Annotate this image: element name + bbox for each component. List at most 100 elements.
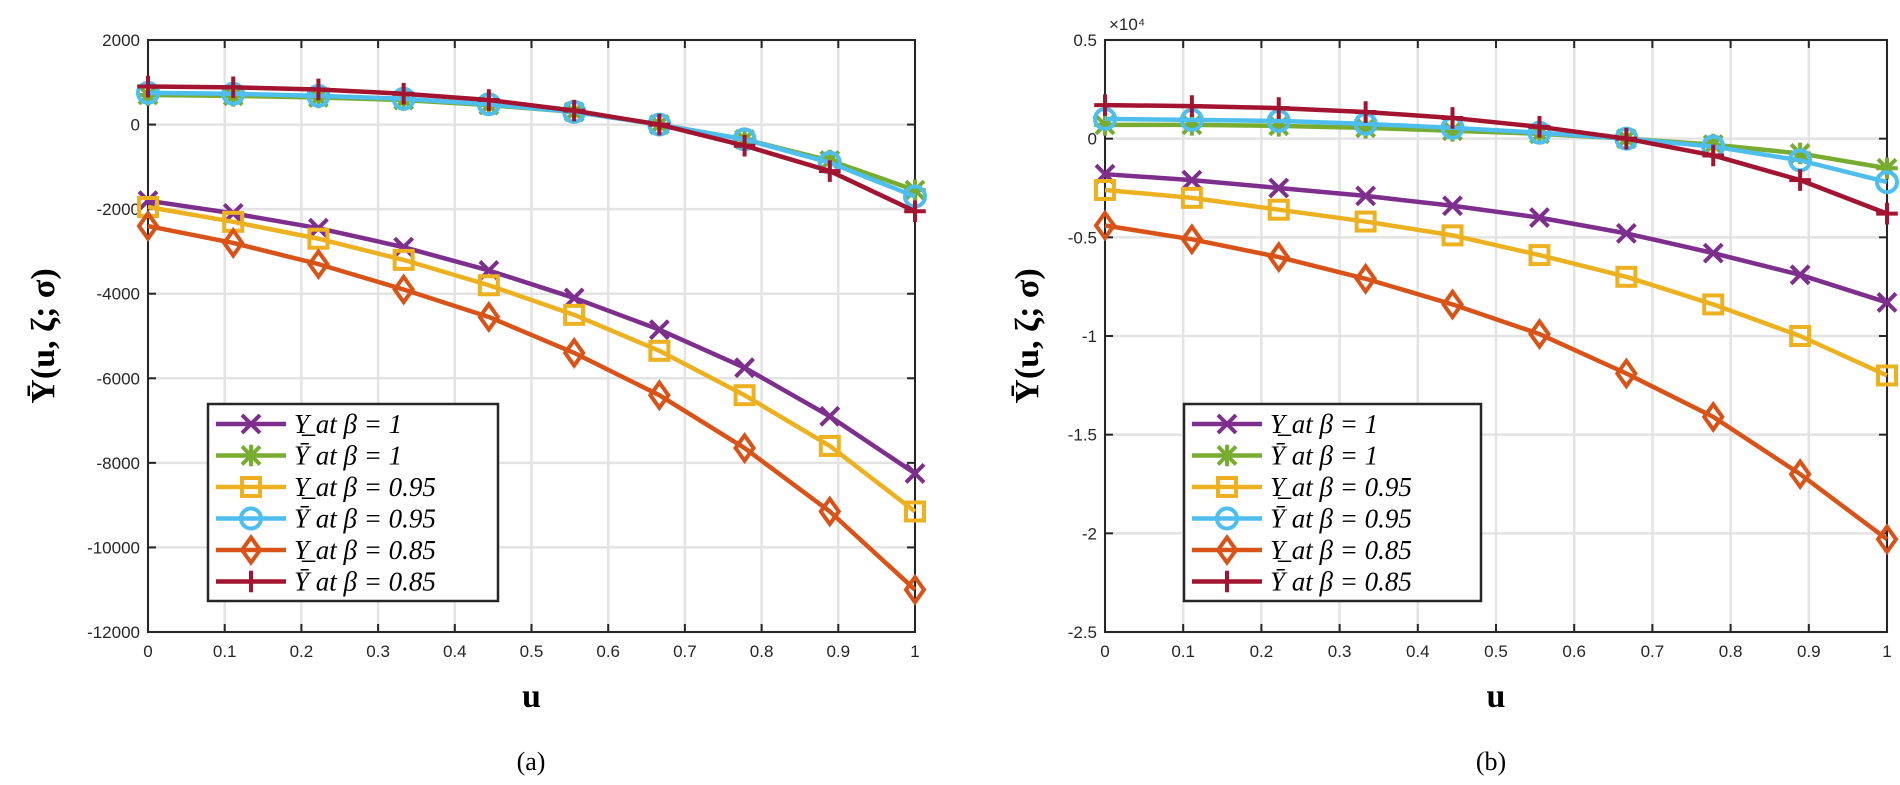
x-marker — [1442, 195, 1463, 217]
x-marker — [1268, 177, 1290, 199]
series-2 — [137, 196, 926, 523]
legend-entry: Ῡ at β = 0.85 — [294, 567, 436, 597]
square-marker — [1702, 293, 1725, 316]
square-marker — [1094, 178, 1116, 201]
diamond-marker — [1180, 223, 1204, 256]
diamond-marker — [392, 273, 416, 306]
x-marker — [393, 236, 415, 258]
y-axis-label: Ῡ(u, ζ; σ) — [25, 268, 62, 403]
plus-marker — [1354, 101, 1377, 123]
chart-panel-a: 0 0.1 0.2 0.3 0.4 0.5 0.6 0.7 0.8 0.9 1 2000 0 -2000 -… — [25, 31, 927, 776]
legend-entry: Ῡ at β = 0.85 — [1270, 567, 1412, 597]
diamond-marker — [477, 300, 501, 334]
legend-entry: Υ̲ at β = 1 — [1270, 409, 1378, 439]
plus-marker — [478, 89, 500, 111]
diamond-marker — [562, 336, 586, 369]
plus-marker — [1528, 116, 1551, 138]
legend-entry: Υ̲ at β = 0.95 — [294, 472, 436, 502]
x-marker — [734, 357, 755, 379]
series-line — [147, 223, 917, 592]
chart-panel-b: 0 0.1 0.2 0.3 0.4 0.5 0.6 0.7 0.8 0.9 1 0.5 0 -0.5 -1 -… — [1009, 15, 1899, 776]
diamond-marker — [1788, 458, 1812, 491]
diamond-marker — [818, 495, 842, 528]
plus-marker — [1216, 570, 1238, 593]
legend: Υ̲ at β = 1Ῡ at β = 1Υ̲ at β = 0.95Ῡ at … — [206, 402, 500, 603]
x-marker — [1529, 207, 1550, 229]
square-marker — [307, 227, 330, 250]
y-tick-label: -8000 — [97, 454, 140, 473]
plus-marker — [1181, 95, 1203, 117]
y-tick-label: -0.5 — [1068, 228, 1097, 247]
legend-box — [206, 402, 500, 603]
asterisk-marker-center — [1273, 120, 1284, 131]
series-5 — [137, 75, 926, 223]
plus-marker — [1789, 169, 1811, 191]
legend: Υ̲ at β = 1Ῡ at β = 1Υ̲ at β = 0.95Ῡ at … — [1182, 402, 1483, 603]
diamond-marker — [903, 573, 927, 606]
series-2 — [1094, 178, 1898, 387]
diamond-marker — [306, 248, 330, 281]
x-tick-label: 0.3 — [366, 642, 390, 661]
series-line — [1104, 223, 1889, 542]
y-tick-label: -2.5 — [1068, 623, 1097, 642]
circle-marker — [1215, 506, 1239, 531]
square-marker — [1354, 210, 1377, 233]
series-line — [147, 198, 917, 476]
plus-marker — [733, 134, 756, 157]
plus-marker — [818, 160, 841, 182]
diamond-marker — [1215, 533, 1239, 567]
diamond-marker — [1093, 209, 1117, 242]
x-tick-label: 0.6 — [596, 642, 620, 661]
asterisk-marker-center — [1186, 119, 1197, 130]
legend-entry: Ῡ at β = 1 — [294, 441, 402, 471]
plus-marker — [563, 99, 585, 122]
plus-marker — [137, 75, 159, 98]
plus-marker — [648, 113, 671, 136]
x-marker — [648, 319, 670, 341]
x-marker — [1876, 292, 1898, 313]
diamond-marker — [221, 226, 245, 260]
y-tick-label: -12000 — [87, 623, 140, 642]
x-marker — [904, 463, 926, 484]
y-tick-label: -2000 — [97, 200, 140, 219]
x-tick-label: 0 — [1100, 642, 1109, 661]
x-tick-label: 0.6 — [1562, 642, 1586, 661]
plus-marker — [1876, 202, 1898, 225]
y-axis-label: Ῡ(u, ζ; σ) — [1009, 268, 1046, 403]
asterisk-marker-center — [1222, 450, 1232, 461]
plus-marker — [904, 200, 926, 223]
x-tick-label: 0.3 — [1328, 642, 1352, 661]
square-marker — [818, 434, 841, 457]
x-tick-label: 0.7 — [673, 642, 697, 661]
y-tick-label: 2000 — [102, 31, 140, 50]
x-tick-label: 0.7 — [1641, 642, 1665, 661]
series-4 — [136, 210, 927, 606]
plus-marker — [1267, 97, 1290, 119]
square-marker — [563, 303, 586, 326]
x-tick-label: 0.5 — [1484, 642, 1508, 661]
x-marker — [1702, 242, 1724, 264]
y-tick-label: 0.5 — [1073, 31, 1097, 50]
x-tick-label: 0.8 — [1719, 642, 1743, 661]
diamond-marker — [1267, 241, 1291, 274]
x-tick-label: 0.2 — [1250, 642, 1274, 661]
y-tick-label: -4000 — [97, 285, 140, 304]
legend-entry: Ῡ at β = 0.95 — [294, 504, 436, 534]
square-marker — [1441, 224, 1464, 247]
diamond-marker — [1614, 357, 1638, 390]
square-marker — [1528, 244, 1551, 267]
asterisk-marker-center — [246, 450, 256, 461]
legend-entry: Υ̲ at β = 1 — [294, 409, 402, 439]
x-marker — [1181, 169, 1203, 191]
square-marker — [648, 339, 671, 362]
x-tick-label: 0.1 — [1171, 642, 1195, 661]
plus-marker — [1441, 107, 1464, 129]
plus-marker — [1702, 144, 1725, 167]
x-marker — [1615, 222, 1637, 244]
plus-marker — [240, 570, 262, 593]
legend-entry: Υ̲ at β = 0.95 — [1270, 472, 1412, 502]
series-5 — [1094, 94, 1898, 225]
diamond-marker — [1354, 262, 1378, 295]
x-tick-label: 0.5 — [520, 642, 544, 661]
